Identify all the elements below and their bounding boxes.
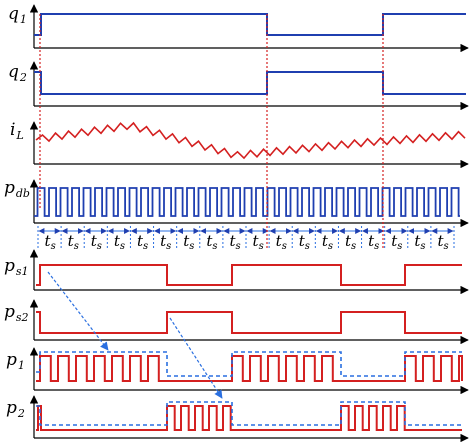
label-p2: p2 — [6, 398, 25, 420]
ts-label: ts — [391, 232, 402, 252]
ts-label: ts — [137, 232, 148, 252]
label-iL: iL — [10, 120, 24, 142]
guides — [39, 14, 384, 399]
ts-label: ts — [160, 232, 171, 252]
wave-q1 — [34, 13, 466, 36]
ts-label: ts — [45, 232, 56, 252]
ts-label: ts — [437, 232, 448, 252]
arrow-ps1-to-p1 — [47, 271, 109, 351]
wave-q2 — [34, 71, 466, 95]
ts-label: ts — [414, 232, 425, 252]
label-ps1: ps1 — [4, 256, 29, 278]
ts-label: ts — [91, 232, 102, 252]
ts-label: ts — [368, 232, 379, 252]
arrow-ps2-to-p2 — [169, 317, 223, 399]
wave-ps2 — [36, 311, 462, 334]
ts-label: ts — [183, 232, 194, 252]
ts-label: ts — [114, 232, 125, 252]
axes — [29, 4, 469, 442]
label-q2: q2 — [8, 62, 27, 84]
envelope-p1 — [36, 351, 462, 377]
period-row: ts ts ts ts ts ts ts ts ts ts ts ts ts ts ts ts ts ts — [37, 226, 455, 252]
label-ps2: ps2 — [4, 302, 29, 324]
wave-iL — [35, 121, 466, 160]
ts-label: ts — [276, 232, 287, 252]
ts-label: ts — [299, 232, 310, 252]
label-pdb: pdb — [4, 178, 30, 200]
ts-label: ts — [229, 232, 240, 252]
label-p1: p1 — [6, 350, 25, 372]
wave-p1 — [36, 355, 463, 382]
waveforms — [34, 13, 466, 431]
ts-label: ts — [68, 232, 79, 252]
wave-pdb — [34, 187, 460, 217]
wave-p2 — [36, 405, 462, 431]
wave-ps1 — [36, 264, 462, 286]
ts-label: ts — [322, 232, 333, 252]
ts-label: ts — [345, 232, 356, 252]
label-q1: q1 — [8, 4, 27, 26]
ts-label: ts — [206, 232, 217, 252]
ts-label: ts — [253, 232, 264, 252]
